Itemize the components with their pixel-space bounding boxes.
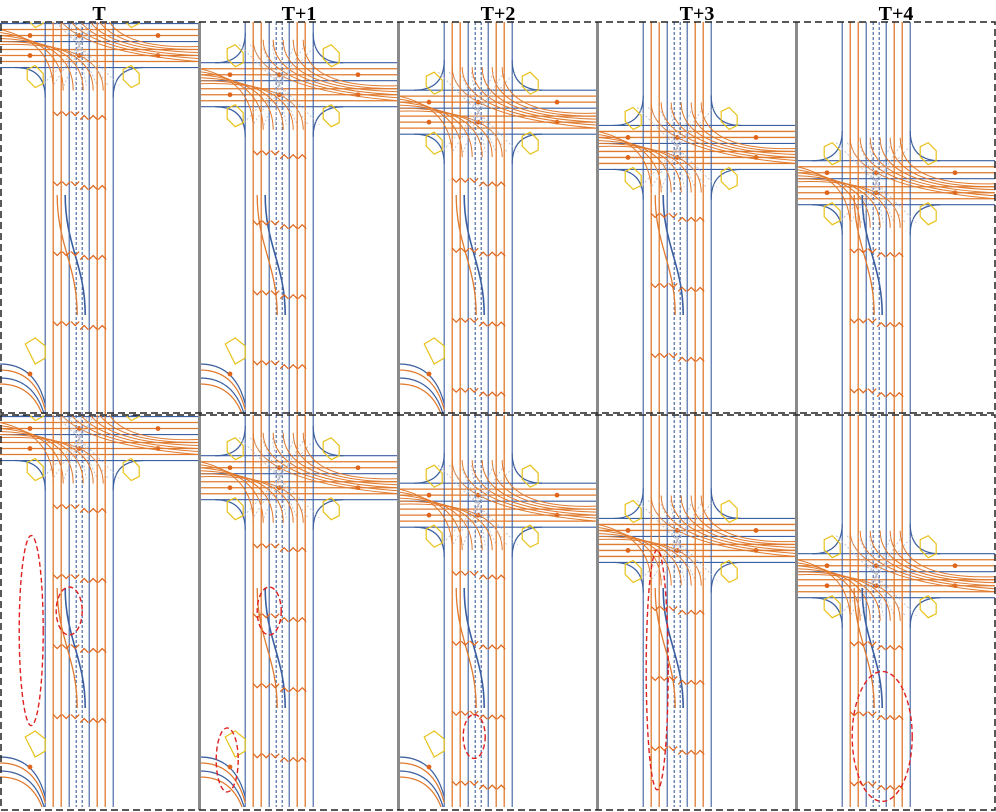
column-title-4: T+4 <box>878 3 914 25</box>
panel-1-1 <box>200 415 398 807</box>
panel-1-0 <box>200 22 398 414</box>
panel-3-0 <box>598 22 796 414</box>
highlight-0-1 <box>55 586 83 636</box>
row-frame-top <box>0 21 996 414</box>
panel-0-0 <box>0 22 198 414</box>
column-title-3: T+3 <box>679 3 715 25</box>
column-separator-1 <box>397 22 400 810</box>
column-title-2: T+2 <box>480 3 516 25</box>
highlight-1-0 <box>256 586 282 636</box>
highlight-2-0 <box>462 713 486 760</box>
panel-4-1 <box>797 415 995 807</box>
highlight-4-0 <box>851 670 913 803</box>
highlight-0-0 <box>18 534 44 727</box>
column-separator-2 <box>596 22 599 810</box>
row-frame-bottom <box>0 414 996 811</box>
column-title-0: T <box>92 3 106 25</box>
column-separator-3 <box>795 22 798 810</box>
column-separator-0 <box>198 22 201 810</box>
column-title-1: T+1 <box>281 3 317 25</box>
highlight-3-0 <box>645 549 669 791</box>
highlight-1-1 <box>215 727 239 793</box>
panel-4-0 <box>797 22 995 414</box>
panel-0-1 <box>0 415 198 807</box>
panel-2-0 <box>399 22 597 414</box>
panel-3-1 <box>598 415 796 807</box>
panel-2-1 <box>399 415 597 807</box>
